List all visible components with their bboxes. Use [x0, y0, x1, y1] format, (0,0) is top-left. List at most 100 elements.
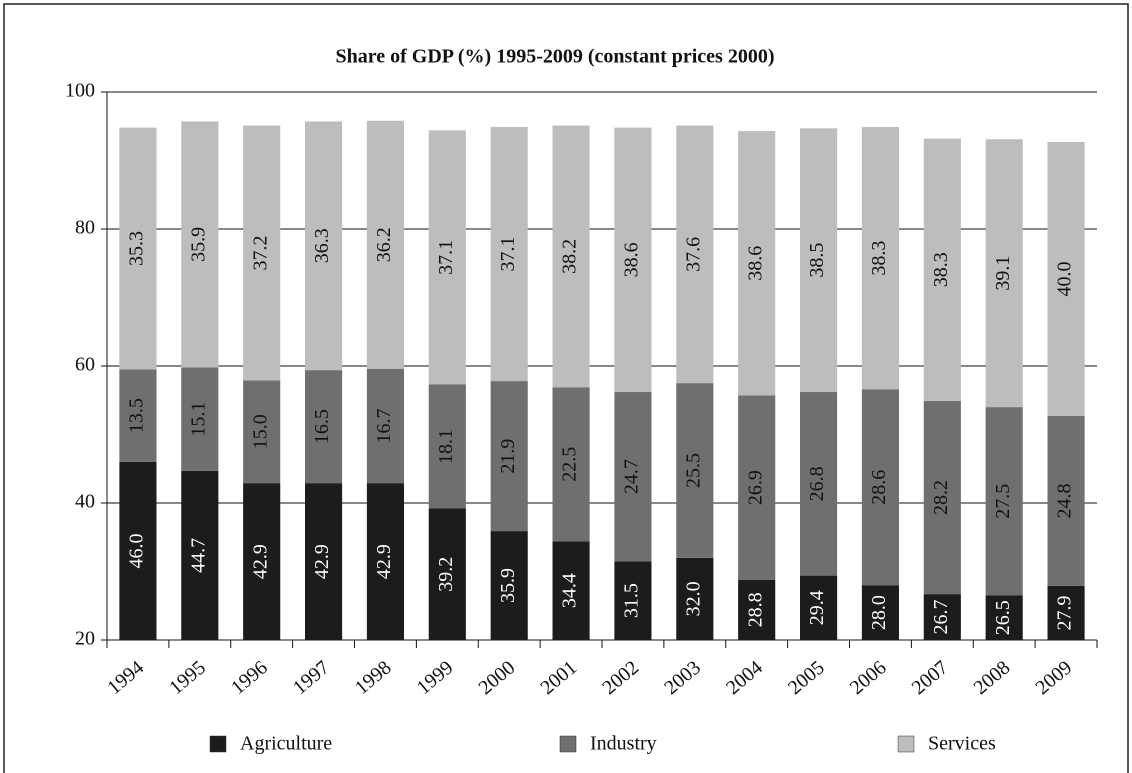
x-tick-label: 2008	[970, 656, 1015, 699]
value-label: 36.3	[311, 228, 333, 263]
bar-segment	[243, 125, 281, 381]
y-tick-label: 100	[65, 80, 95, 102]
value-label: 28.2	[930, 480, 952, 515]
bar-segment	[738, 395, 776, 580]
y-tick-label: 60	[75, 354, 95, 376]
bar-segment	[985, 595, 1023, 640]
bar-segment	[676, 557, 714, 640]
value-label: 42.9	[373, 544, 395, 579]
value-label: 35.3	[126, 231, 148, 266]
y-tick-label: 40	[75, 491, 95, 513]
value-label: 16.7	[373, 408, 395, 443]
x-tick-label: 1996	[227, 656, 272, 699]
x-tick-label: 2001	[536, 656, 581, 699]
bar-segment	[552, 125, 590, 388]
bar-segment	[1047, 585, 1085, 640]
bar-segment	[366, 483, 404, 640]
value-label: 32.0	[682, 581, 704, 616]
value-label: 28.6	[868, 470, 890, 505]
bar-segment	[181, 121, 219, 368]
value-label: 26.7	[930, 600, 952, 635]
bar-segment	[181, 470, 219, 640]
value-label: 31.5	[621, 583, 643, 618]
bar-segment	[923, 138, 961, 401]
x-tick-label: 2004	[722, 656, 767, 699]
value-label: 26.9	[744, 470, 766, 505]
x-tick-label: 2009	[1031, 656, 1076, 699]
bar-segment	[428, 130, 466, 385]
bar-segment	[800, 392, 838, 576]
value-label: 26.5	[992, 600, 1014, 635]
bar-segment	[305, 121, 343, 371]
value-label: 16.5	[311, 409, 333, 444]
value-label: 37.6	[682, 237, 704, 272]
value-label: 34.4	[559, 573, 581, 608]
bar-segment	[366, 368, 404, 484]
value-label: 36.2	[373, 227, 395, 262]
value-label: 40.0	[1054, 262, 1076, 297]
bar-segment	[490, 126, 528, 382]
value-label: 28.0	[868, 595, 890, 630]
bar-segment	[861, 126, 899, 390]
x-tick-label: 1994	[103, 656, 148, 699]
bar-segment	[366, 120, 404, 369]
value-label: 15.1	[187, 402, 209, 437]
bar-segment	[428, 508, 466, 640]
bar-segment	[490, 381, 528, 532]
bar-segment	[552, 387, 590, 542]
bar-segment	[676, 125, 714, 384]
value-label: 26.8	[806, 466, 828, 501]
value-label: 13.5	[126, 398, 148, 433]
bar-segment	[119, 127, 157, 370]
bar-segment	[985, 139, 1023, 408]
bar-segment	[119, 461, 157, 640]
value-label: 27.9	[1054, 595, 1076, 630]
bar-segment	[861, 585, 899, 640]
value-label: 38.3	[868, 241, 890, 276]
value-label: 37.1	[497, 237, 519, 272]
value-label: 37.1	[435, 240, 457, 275]
value-label: 35.9	[187, 227, 209, 262]
bar-segment	[1047, 142, 1085, 417]
x-tick-label: 2007	[908, 656, 953, 699]
value-label: 42.9	[249, 544, 271, 579]
y-tick-label: 80	[75, 217, 95, 239]
value-label: 24.7	[621, 459, 643, 494]
bar-segment	[305, 370, 343, 484]
legend-label: Industry	[590, 733, 657, 755]
value-label: 24.8	[1054, 483, 1076, 518]
value-label: 37.2	[249, 235, 271, 270]
value-label: 15.0	[249, 414, 271, 449]
bar-segment	[923, 400, 961, 595]
bar-segment	[243, 380, 281, 484]
x-tick-label: 2002	[598, 656, 643, 699]
x-tick-label: 2000	[475, 656, 520, 699]
legend-swatch	[559, 735, 577, 753]
x-tick-label: 2005	[784, 656, 829, 699]
x-tick-label: 2006	[846, 656, 891, 699]
value-label: 29.4	[806, 590, 828, 625]
chart-title: Share of GDP (%) 1995-2009 (constant pri…	[335, 46, 774, 68]
value-label: 25.5	[682, 453, 704, 488]
bar-segment	[861, 389, 899, 586]
bar-segment	[181, 367, 219, 471]
legend-swatch	[209, 735, 227, 753]
bar-segment	[305, 483, 343, 640]
bar-segment	[614, 561, 652, 640]
bar-segment	[243, 483, 281, 640]
legend-label: Services	[928, 733, 996, 755]
value-label: 38.6	[621, 242, 643, 277]
bar-segment	[800, 575, 838, 640]
bar-segment	[119, 369, 157, 462]
value-label: 46.0	[126, 533, 148, 568]
value-label: 21.9	[497, 439, 519, 474]
x-tick-label: 1995	[165, 656, 210, 699]
value-label: 38.2	[559, 239, 581, 274]
value-label: 27.5	[992, 484, 1014, 519]
bar-segment	[985, 407, 1023, 596]
value-label: 18.1	[435, 429, 457, 464]
value-label: 44.7	[187, 538, 209, 573]
value-label: 35.9	[497, 568, 519, 603]
bar-segment	[428, 384, 466, 509]
